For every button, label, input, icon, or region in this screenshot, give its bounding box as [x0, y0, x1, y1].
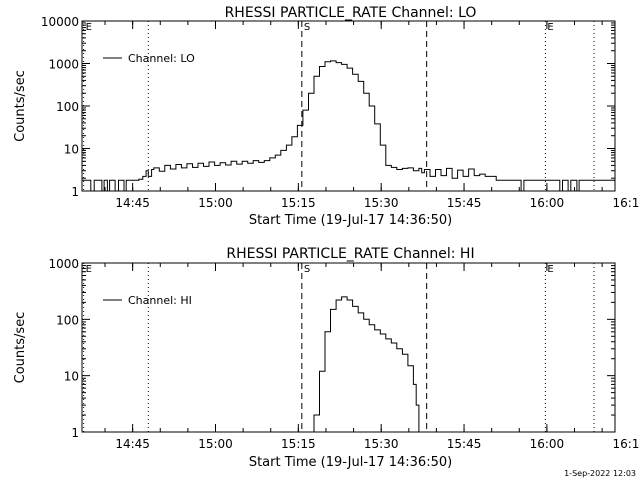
x-tick-label: 15:30: [364, 196, 399, 210]
x-tick-label: 16:15: [612, 437, 640, 451]
series-line: [311, 296, 420, 433]
x-tick-label: 16:00: [530, 437, 565, 451]
x-tick-label: 16:15: [612, 196, 640, 210]
plot-frame: [81, 20, 616, 192]
plot-frame: [81, 262, 616, 433]
legend-label: Channel: LO: [128, 52, 195, 65]
y-tick-label: 1: [71, 185, 79, 199]
y-axis-label: Counts/sec: [13, 70, 28, 142]
y-tick-label: 1000: [48, 257, 79, 271]
chart-title: RHESSI PARTICLE_RATE Channel: HI: [226, 246, 474, 262]
y-axis-label: Counts/sec: [13, 312, 28, 384]
y-tick-label: 1: [71, 426, 79, 440]
y-tick-label: 10: [64, 143, 79, 157]
x-axis-label: Start Time (19-Jul-17 14:36:50): [249, 455, 452, 470]
marker-label: S: [304, 264, 310, 275]
marker-label: E: [547, 264, 553, 275]
y-tick-label: 100: [56, 100, 79, 114]
x-tick-label: 15:15: [281, 437, 316, 451]
x-tick-label: 15:45: [447, 437, 482, 451]
footer-timestamp: 1-Sep-2022 12:03: [564, 469, 636, 478]
marker-label: E: [547, 22, 553, 33]
x-tick-label: 15:00: [198, 437, 233, 451]
marker-label: E: [86, 264, 92, 275]
series-line: [82, 60, 615, 192]
legend-label: Channel: HI: [128, 294, 192, 307]
x-tick-label: 15:30: [364, 437, 399, 451]
y-tick-label: 1000: [48, 58, 79, 72]
x-tick-label: 15:15: [281, 196, 316, 210]
x-tick-label: 16:00: [530, 196, 565, 210]
marker-label: S: [304, 22, 310, 33]
x-axis-label: Start Time (19-Jul-17 14:36:50): [249, 213, 452, 228]
y-tick-label: 10: [64, 370, 79, 384]
y-tick-label: 10000: [41, 15, 79, 29]
x-tick-label: 15:45: [447, 196, 482, 210]
marker-label: E: [86, 22, 92, 33]
chart-title: RHESSI PARTICLE_RATE Channel: LO: [225, 5, 477, 21]
y-tick-label: 100: [56, 313, 79, 327]
x-tick-label: 15:00: [198, 196, 233, 210]
x-tick-label: 14:45: [115, 196, 150, 210]
x-tick-label: 14:45: [115, 437, 150, 451]
